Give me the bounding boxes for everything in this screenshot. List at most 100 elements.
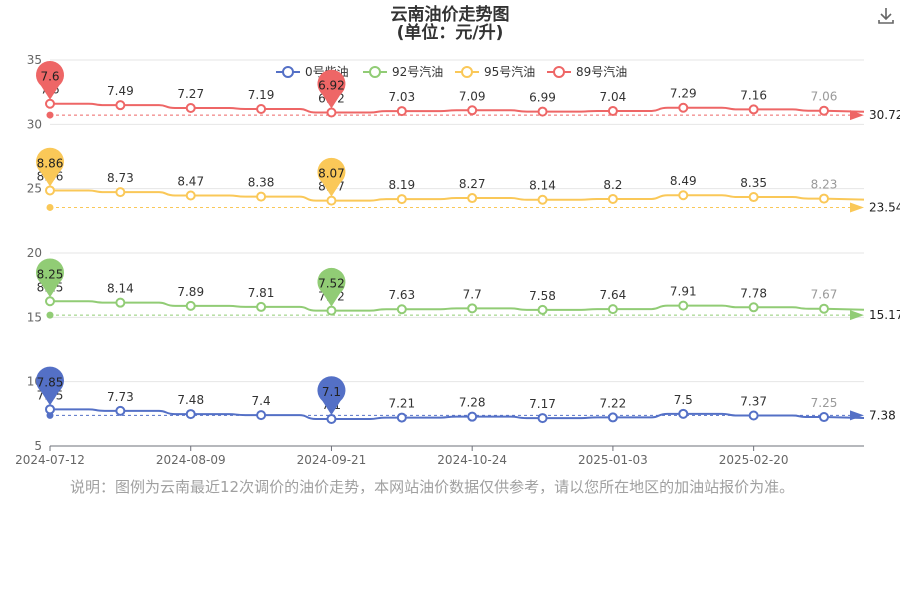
- data-point[interactable]: [326, 305, 337, 316]
- average-arrow: [850, 310, 864, 321]
- data-label: 8.73: [107, 171, 134, 185]
- data-point[interactable]: [256, 191, 267, 202]
- data-label: 7.81: [248, 286, 275, 300]
- data-point[interactable]: [678, 102, 689, 113]
- data-point[interactable]: [256, 301, 267, 312]
- series-line: [50, 408, 865, 420]
- data-point[interactable]: [748, 410, 759, 421]
- data-point[interactable]: [45, 185, 55, 196]
- data-point[interactable]: [467, 303, 478, 314]
- data-point[interactable]: [819, 412, 829, 423]
- data-label: 7.7: [463, 287, 482, 301]
- legend-item[interactable]: 95号汽油: [455, 64, 535, 79]
- data-point[interactable]: [396, 304, 407, 315]
- pin-label: 8.86: [37, 156, 64, 170]
- data-label: 7.64: [600, 288, 627, 302]
- max-pin: 7.6: [36, 61, 65, 100]
- data-point[interactable]: [678, 408, 689, 419]
- data-point[interactable]: [607, 304, 618, 315]
- data-point[interactable]: [748, 192, 759, 203]
- x-tick-label: 2025-01-03: [578, 453, 648, 467]
- data-label: 7.4: [252, 394, 271, 408]
- pin-label: 7.6: [40, 70, 59, 84]
- min-pin: 7.52: [317, 267, 346, 307]
- data-point[interactable]: [819, 193, 829, 204]
- data-point[interactable]: [115, 187, 126, 198]
- data-label: 7.22: [600, 396, 627, 410]
- data-point[interactable]: [185, 102, 196, 113]
- data-label: 7.29: [670, 87, 697, 101]
- legend-item[interactable]: 92号汽油: [363, 64, 443, 79]
- data-point[interactable]: [256, 410, 267, 421]
- data-point[interactable]: [819, 303, 829, 314]
- data-point[interactable]: [185, 300, 196, 311]
- data-point[interactable]: [819, 105, 829, 116]
- data-point[interactable]: [115, 297, 126, 308]
- data-point[interactable]: [185, 190, 196, 201]
- data-point[interactable]: [326, 107, 337, 118]
- data-point[interactable]: [537, 304, 548, 315]
- data-point[interactable]: [537, 106, 548, 117]
- pin-label: 8.25: [37, 267, 64, 281]
- data-label: 7.49: [107, 84, 134, 98]
- data-point[interactable]: [45, 296, 55, 307]
- grid-lines: [50, 59, 864, 383]
- download-icon[interactable]: [876, 6, 896, 26]
- data-label: 7.04: [600, 90, 627, 104]
- data-label: 8.2: [603, 178, 622, 192]
- data-point[interactable]: [326, 195, 337, 206]
- data-label: 7.27: [177, 87, 204, 101]
- max-pin: 8.25: [36, 258, 65, 298]
- data-point[interactable]: [537, 194, 548, 205]
- data-point[interactable]: [607, 412, 618, 423]
- data-point[interactable]: [607, 105, 618, 116]
- data-point[interactable]: [467, 105, 478, 116]
- average-start-marker: [46, 111, 54, 119]
- data-point[interactable]: [537, 413, 548, 424]
- legend-marker: [369, 66, 381, 78]
- data-point[interactable]: [45, 98, 55, 109]
- data-point[interactable]: [115, 100, 126, 111]
- y-tick-label: 35: [27, 53, 42, 67]
- data-point[interactable]: [678, 300, 689, 311]
- y-tick-label: 20: [27, 246, 42, 260]
- x-tick-label: 2024-10-24: [437, 453, 507, 467]
- data-label: 8.19: [388, 178, 415, 192]
- data-point[interactable]: [256, 104, 267, 115]
- data-point[interactable]: [185, 409, 196, 420]
- data-point[interactable]: [748, 104, 759, 115]
- legend-item[interactable]: 89号汽油: [547, 64, 627, 79]
- data-point[interactable]: [396, 194, 407, 205]
- data-point[interactable]: [115, 405, 126, 416]
- data-point[interactable]: [326, 413, 337, 424]
- data-point[interactable]: [467, 411, 478, 422]
- data-label: 8.27: [459, 177, 486, 191]
- data-point[interactable]: [748, 302, 759, 313]
- average-label: 7.38: [869, 408, 896, 422]
- average-arrow: [850, 410, 864, 421]
- data-point[interactable]: [467, 193, 478, 204]
- min-pin: 7.1: [317, 376, 346, 415]
- data-label: 8.49: [670, 174, 697, 188]
- average-label: 23.54: [869, 200, 900, 214]
- data-label: 7.5: [674, 393, 693, 407]
- data-label: 8.47: [177, 174, 204, 188]
- data-point[interactable]: [45, 404, 55, 415]
- data-point[interactable]: [678, 190, 689, 201]
- x-tick-label: 2025-02-20: [719, 453, 789, 467]
- average-start-marker: [46, 203, 54, 211]
- data-point[interactable]: [607, 193, 618, 204]
- y-tick-label: 30: [27, 117, 42, 131]
- max-pin: 7.85: [36, 366, 65, 406]
- max-pin: 8.86: [36, 147, 64, 187]
- pin-label: 8.07: [318, 167, 345, 181]
- data-label: 7.58: [529, 289, 556, 303]
- legend-marker: [282, 66, 294, 78]
- data-point[interactable]: [396, 412, 407, 423]
- data-label: 7.73: [107, 390, 134, 404]
- data-label: 7.19: [248, 88, 275, 102]
- series-line: [50, 102, 865, 114]
- series-layer: 7.387.857.857.737.487.47.17.17.217.287.1…: [36, 61, 900, 424]
- data-point[interactable]: [396, 106, 407, 117]
